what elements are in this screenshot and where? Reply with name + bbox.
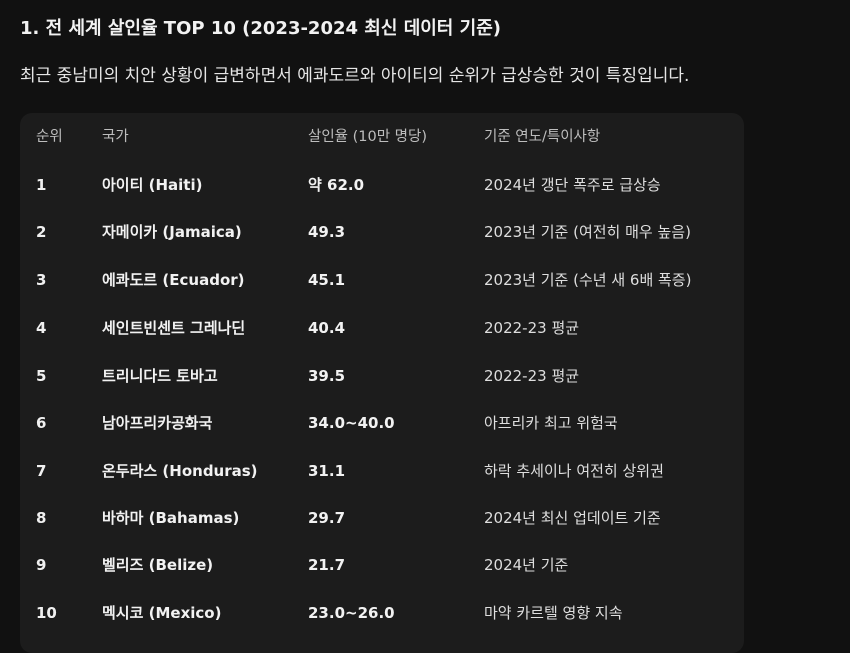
country-cell: 세인트빈센트 그레나딘 bbox=[102, 319, 246, 337]
note-cell: 2024년 최신 업데이트 기준 bbox=[484, 509, 661, 527]
table-row: 10 멕시코 (Mexico) 23.0~26.0 마약 카르텔 영향 지속 bbox=[20, 589, 744, 637]
table-row: 5 트리니다드 토바고 39.5 2022-23 평균 bbox=[20, 352, 744, 400]
rate-cell: 21.7 bbox=[308, 556, 346, 574]
rate-cell: 39.5 bbox=[308, 367, 346, 385]
header-rate: 살인율 (10만 명당) bbox=[308, 129, 428, 145]
country-cell: 온두라스 (Honduras) bbox=[102, 462, 258, 480]
note-cell: 아프리카 최고 위험국 bbox=[484, 414, 618, 432]
rank-cell: 2 bbox=[36, 223, 47, 241]
table-row: 4 세인트빈센트 그레나딘 40.4 2022-23 평균 bbox=[20, 304, 744, 352]
section-description: 최근 중남미의 치안 상황이 급변하면서 에콰도르와 아이티의 순위가 급상승한… bbox=[20, 66, 690, 86]
table-row: 9 벨리즈 (Belize) 21.7 2024년 기준 bbox=[20, 541, 744, 589]
table-row: 3 에콰도르 (Ecuador) 45.1 2023년 기준 (수년 새 6배 … bbox=[20, 256, 744, 304]
header-note: 기준 연도/특이사항 bbox=[484, 129, 601, 145]
rate-cell: 49.3 bbox=[308, 223, 346, 241]
header-rank: 순위 bbox=[36, 129, 63, 145]
note-cell: 2022-23 평균 bbox=[484, 367, 580, 385]
country-cell: 자메이카 (Jamaica) bbox=[102, 223, 242, 241]
section-heading: 1. 전 세계 살인율 TOP 10 (2023-2024 최신 데이터 기준) bbox=[20, 18, 501, 39]
country-cell: 바하마 (Bahamas) bbox=[102, 509, 240, 527]
rank-cell: 4 bbox=[36, 319, 47, 337]
note-cell: 2023년 기준 (여전히 매우 높음) bbox=[484, 223, 691, 241]
note-cell: 2024년 갱단 폭주로 급상승 bbox=[484, 176, 661, 194]
country-cell: 멕시코 (Mexico) bbox=[102, 604, 222, 622]
rate-cell: 29.7 bbox=[308, 509, 346, 527]
country-cell: 트리니다드 토바고 bbox=[102, 367, 218, 385]
table-row: 7 온두라스 (Honduras) 31.1 하락 추세이나 여전히 상위권 bbox=[20, 447, 744, 495]
rank-cell: 1 bbox=[36, 176, 47, 194]
rate-cell: 40.4 bbox=[308, 319, 346, 337]
country-cell: 남아프리카공화국 bbox=[102, 414, 213, 432]
country-cell: 에콰도르 (Ecuador) bbox=[102, 271, 245, 289]
note-cell: 마약 카르텔 영향 지속 bbox=[484, 604, 623, 622]
note-cell: 하락 추세이나 여전히 상위권 bbox=[484, 462, 664, 480]
rate-cell: 31.1 bbox=[308, 462, 346, 480]
country-cell: 아이티 (Haiti) bbox=[102, 176, 203, 194]
table-row: 8 바하마 (Bahamas) 29.7 2024년 최신 업데이트 기준 bbox=[20, 494, 744, 542]
rank-cell: 9 bbox=[36, 556, 47, 574]
note-cell: 2024년 기준 bbox=[484, 556, 569, 574]
rank-cell: 5 bbox=[36, 367, 47, 385]
rank-cell: 6 bbox=[36, 414, 47, 432]
rank-cell: 7 bbox=[36, 462, 47, 480]
rate-cell: 34.0~40.0 bbox=[308, 414, 395, 432]
rate-cell: 45.1 bbox=[308, 271, 346, 289]
homicide-rate-table: 순위 국가 살인율 (10만 명당) 기준 연도/특이사항 1 아이티 (Hai… bbox=[20, 113, 744, 653]
table-row: 2 자메이카 (Jamaica) 49.3 2023년 기준 (여전히 매우 높… bbox=[20, 208, 744, 256]
rank-cell: 3 bbox=[36, 271, 47, 289]
table-row: 1 아이티 (Haiti) 약 62.0 2024년 갱단 폭주로 급상승 bbox=[20, 161, 744, 209]
rate-cell: 약 62.0 bbox=[308, 176, 365, 194]
rate-cell: 23.0~26.0 bbox=[308, 604, 395, 622]
country-cell: 벨리즈 (Belize) bbox=[102, 556, 214, 574]
note-cell: 2023년 기준 (수년 새 6배 폭증) bbox=[484, 271, 692, 289]
rank-cell: 8 bbox=[36, 509, 47, 527]
note-cell: 2022-23 평균 bbox=[484, 319, 580, 337]
table-row: 6 남아프리카공화국 34.0~40.0 아프리카 최고 위험국 bbox=[20, 399, 744, 447]
rank-cell: 10 bbox=[36, 604, 57, 622]
header-country: 국가 bbox=[102, 129, 129, 145]
table-header-row: 순위 국가 살인율 (10만 명당) 기준 연도/특이사항 bbox=[20, 113, 744, 161]
